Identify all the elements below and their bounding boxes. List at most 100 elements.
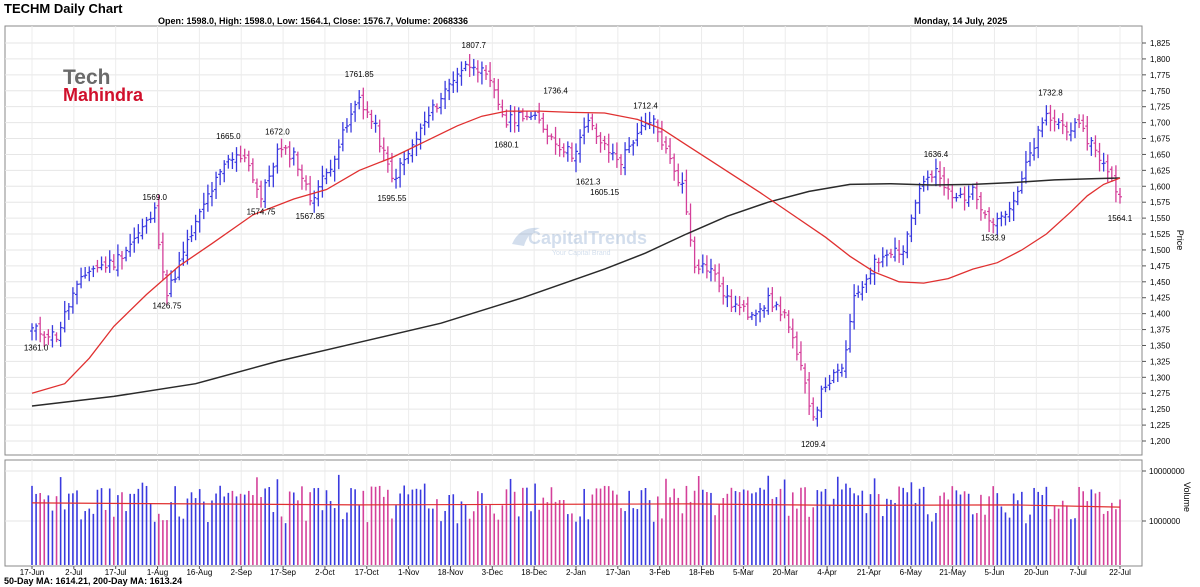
price-bar [496, 78, 501, 111]
watermark-tagline: Your Capital Brand [552, 250, 611, 257]
price-bar [933, 158, 938, 187]
date-tick-label: 18-Feb [689, 568, 715, 577]
price-tick-label: 1,825 [1150, 39, 1171, 48]
date-tick-label: 1-Aug [147, 568, 168, 577]
price-bar [58, 321, 63, 347]
price-bar [119, 250, 124, 270]
price-bar [30, 323, 34, 341]
price-bar [606, 133, 611, 163]
price-bar [201, 192, 206, 220]
price-bar [856, 285, 861, 298]
price-bar [627, 137, 632, 154]
price-bar [1036, 125, 1041, 159]
price-bar [639, 116, 644, 135]
date-tick-label: 2-Jul [65, 568, 83, 577]
price-bar [169, 270, 174, 298]
swing-point-label: 1595.55 [377, 194, 406, 203]
price-bar [111, 254, 116, 271]
swing-point-label: 1761.85 [345, 70, 374, 79]
price-bar [99, 256, 104, 271]
price-bar [753, 309, 758, 326]
price-bar [602, 135, 607, 151]
price-bar [680, 172, 685, 194]
price-bar [725, 285, 730, 308]
price-bar [561, 143, 566, 158]
watermark-name: CapitalTrends [528, 228, 647, 248]
price-bar [418, 123, 423, 150]
price-bar [1089, 137, 1094, 156]
swing-point-label: 1665.0 [216, 132, 241, 141]
price-bar [831, 369, 836, 384]
price-bar [901, 245, 906, 266]
price-axis-title: Price [1175, 230, 1185, 251]
price-bar [185, 229, 190, 265]
price-bar [434, 103, 439, 113]
date-tick-label: 18-Dec [521, 568, 547, 577]
price-bar [741, 300, 746, 312]
price-tick-label: 1,275 [1150, 389, 1171, 398]
price-bar [246, 150, 251, 172]
price-bar [34, 323, 39, 341]
price-bar [880, 247, 885, 268]
price-tick-label: 1,300 [1150, 373, 1171, 382]
price-bar [459, 61, 464, 86]
price-bar [1003, 210, 1008, 226]
price-bar [708, 258, 713, 282]
price-bar [361, 87, 366, 120]
volume-tick-label: 10000000 [1149, 467, 1185, 476]
date-tick-label: 17-Jun [20, 568, 44, 577]
price-bar [316, 180, 321, 207]
price-bar [373, 114, 378, 133]
price-bar [884, 249, 889, 267]
price-bar [140, 218, 145, 240]
price-bar [132, 227, 137, 253]
price-bar [987, 207, 992, 233]
price-bar [152, 202, 157, 223]
price-bar [668, 138, 673, 164]
price-bar [299, 164, 304, 190]
swing-point-label: 1426.75 [153, 302, 182, 311]
price-bar [684, 169, 689, 215]
price-bar [533, 110, 538, 120]
price-bar [938, 161, 943, 188]
price-bar [774, 301, 779, 311]
price-bar [308, 175, 313, 206]
price-bar [950, 184, 955, 209]
price-bar [500, 99, 505, 118]
price-bar [467, 54, 472, 77]
price-bar [860, 281, 865, 301]
price-tick-label: 1,675 [1150, 135, 1171, 144]
price-bar [193, 214, 198, 241]
price-bar [62, 300, 67, 333]
price-tick-label: 1,625 [1150, 166, 1171, 175]
price-bar [786, 310, 791, 334]
price-bar [353, 100, 358, 122]
price-bar [463, 60, 468, 72]
price-bar [226, 154, 231, 169]
price-tick-label: 1,250 [1150, 405, 1171, 414]
price-tick-label: 1,425 [1150, 294, 1171, 303]
watermark-swoosh-icon [512, 227, 540, 246]
price-bar [70, 287, 75, 314]
price-bar [1073, 118, 1078, 139]
price-bar [541, 112, 546, 133]
price-bar [283, 144, 288, 155]
price-bar [659, 120, 664, 150]
date-tick-label: 21-Apr [857, 568, 881, 577]
price-bar [897, 240, 902, 263]
price-bar [655, 119, 660, 143]
price-bar [426, 106, 431, 128]
date-tick-label: 6-May [900, 568, 922, 577]
price-bar [369, 109, 374, 129]
price-tick-label: 1,750 [1150, 87, 1171, 96]
price-bar [304, 175, 309, 191]
date-tick-label: 16-Aug [186, 568, 212, 577]
price-bar [905, 231, 910, 259]
chart-title: TECHM Daily Chart [4, 1, 123, 16]
capitaltrends-watermark: CapitalTrends Your Capital Brand [512, 227, 647, 257]
price-bar [553, 126, 558, 155]
price-tick-label: 1,775 [1150, 71, 1171, 80]
swing-point-label: 1605.15 [590, 188, 619, 197]
price-bar [156, 194, 161, 250]
swing-point-label: 1569.0 [142, 193, 167, 202]
